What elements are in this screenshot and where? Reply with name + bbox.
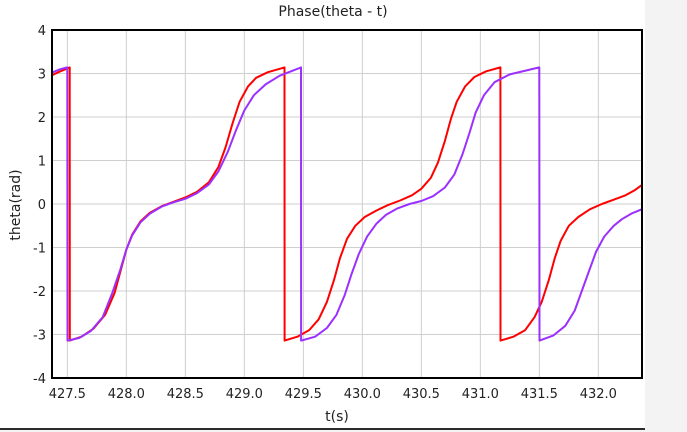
y-tick-label: 0 bbox=[38, 198, 46, 213]
x-tick-label: 432.0 bbox=[580, 387, 617, 402]
x-tick-label: 427.5 bbox=[49, 387, 86, 402]
y-tick-label: -4 bbox=[33, 372, 46, 387]
y-tick-labels: -4 -3 -2 -1 0 1 2 3 4 bbox=[33, 24, 46, 387]
series-lines bbox=[51, 66, 643, 342]
x-tick-label: 431.5 bbox=[521, 387, 558, 402]
x-axis-label: t(s) bbox=[325, 409, 349, 425]
y-axis-label: theta(rad) bbox=[8, 169, 24, 240]
chart-title: Phase(theta - t) bbox=[278, 4, 387, 20]
y-tick-label: 1 bbox=[38, 155, 46, 170]
series-line-2 bbox=[51, 66, 643, 342]
x-tick-label: 431.0 bbox=[462, 387, 499, 402]
plot-frame bbox=[51, 29, 643, 379]
y-tick-label: -3 bbox=[33, 329, 46, 344]
grid-lines bbox=[52, 29, 642, 379]
y-tick-label: 2 bbox=[38, 111, 46, 126]
x-tick-label: 428.0 bbox=[108, 387, 145, 402]
x-tick-label: 430.0 bbox=[344, 387, 381, 402]
y-tick-label: -1 bbox=[33, 242, 46, 257]
phase-chart: Phase(theta - t) 427.5 428.0 428.5 429.0 429… bbox=[8, 4, 643, 425]
x-tick-label: 429.0 bbox=[226, 387, 263, 402]
y-tick-label: 3 bbox=[38, 68, 46, 83]
x-tick-label: 430.5 bbox=[403, 387, 440, 402]
y-tick-label: -2 bbox=[33, 285, 46, 300]
x-tick-label: 428.5 bbox=[167, 387, 204, 402]
x-tick-labels: 427.5 428.0 428.5 429.0 429.5 430.0 430.5 431.0… bbox=[49, 387, 617, 402]
y-tick-label: 4 bbox=[38, 24, 46, 39]
x-tick-label: 429.5 bbox=[285, 387, 322, 402]
chart-window: Phase(theta - t) 427.5 428.0 428.5 429.0 429… bbox=[0, 0, 645, 430]
